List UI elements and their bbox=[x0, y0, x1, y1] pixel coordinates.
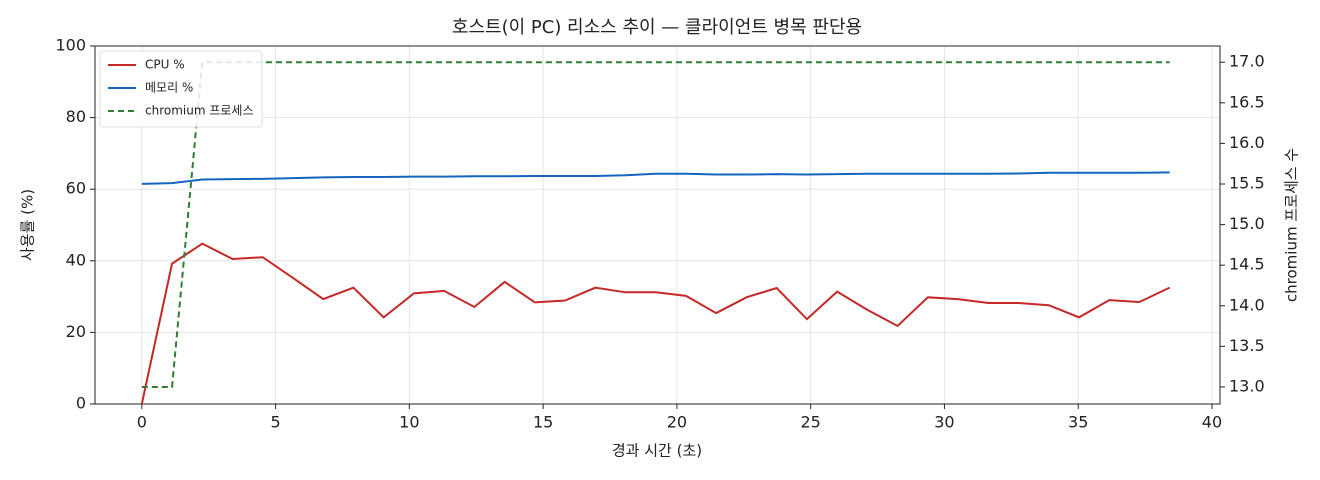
y-tick-label: 40 bbox=[66, 250, 86, 269]
x-tick-label: 30 bbox=[934, 413, 954, 432]
y2-tick-label: 17.0 bbox=[1229, 52, 1265, 71]
y-tick-label: 0 bbox=[76, 394, 86, 413]
x-tick-label: 10 bbox=[399, 413, 419, 432]
y2-tick-label: 16.0 bbox=[1229, 133, 1265, 152]
y-axis-label: 사용률 (%) bbox=[19, 189, 37, 261]
y-tick-label: 80 bbox=[66, 107, 86, 126]
series-line bbox=[140, 242, 1171, 405]
x-tick-label: 0 bbox=[137, 413, 147, 432]
legend-label: 메모리 % bbox=[145, 81, 193, 95]
y2-tick-label: 16.5 bbox=[1229, 92, 1265, 111]
series-line bbox=[141, 61, 1170, 388]
x-tick-label: 40 bbox=[1202, 413, 1222, 432]
legend-box bbox=[99, 50, 263, 128]
y2-axis-label: chromium 프로세스 수 bbox=[1283, 148, 1301, 302]
y2-tick-label: 15.0 bbox=[1229, 214, 1265, 233]
y-tick-label: 100 bbox=[55, 36, 86, 55]
y-tick-label: 60 bbox=[66, 179, 86, 198]
series-line bbox=[141, 171, 1170, 185]
y2-tick-label: 13.0 bbox=[1229, 376, 1265, 395]
chart-title: 호스트(이 PC) 리소스 추이 — 클라이언트 병목 판단용 bbox=[452, 17, 862, 38]
x-tick-label: 5 bbox=[270, 413, 280, 432]
x-tick-label: 15 bbox=[533, 413, 553, 432]
legend-label: CPU % bbox=[145, 58, 185, 72]
x-tick-label: 20 bbox=[667, 413, 687, 432]
y-tick-label: 20 bbox=[66, 322, 86, 341]
x-tick-label: 25 bbox=[800, 413, 820, 432]
y2-tick-label: 14.0 bbox=[1229, 295, 1265, 314]
plot-frame bbox=[94, 45, 1221, 405]
y2-tick-label: 14.5 bbox=[1229, 255, 1265, 274]
legend: CPU % 메모리 % chromium 프로세스 bbox=[99, 50, 263, 128]
y2-tick-label: 15.5 bbox=[1229, 174, 1265, 193]
legend-label: chromium 프로세스 bbox=[145, 104, 254, 118]
x-axis-label: 경과 시간 (초) bbox=[612, 442, 702, 460]
y2-tick-label: 13.5 bbox=[1229, 336, 1265, 355]
x-tick-label: 35 bbox=[1068, 413, 1088, 432]
